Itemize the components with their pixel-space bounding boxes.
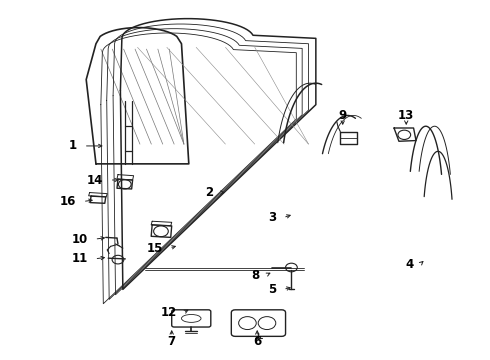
Text: 2: 2 (205, 186, 213, 199)
Text: 4: 4 (405, 258, 414, 271)
Text: 16: 16 (60, 195, 76, 208)
Text: 8: 8 (251, 269, 260, 282)
Text: 10: 10 (72, 233, 88, 246)
Text: 3: 3 (269, 211, 277, 224)
Text: 7: 7 (168, 335, 176, 348)
Text: 14: 14 (87, 174, 103, 186)
Text: 13: 13 (398, 109, 415, 122)
Text: 11: 11 (72, 252, 88, 265)
Text: 6: 6 (253, 335, 261, 348)
Text: 9: 9 (339, 109, 347, 122)
Text: 5: 5 (269, 283, 277, 296)
Text: 12: 12 (160, 306, 176, 319)
Text: 15: 15 (147, 242, 163, 255)
Text: 1: 1 (68, 139, 76, 152)
